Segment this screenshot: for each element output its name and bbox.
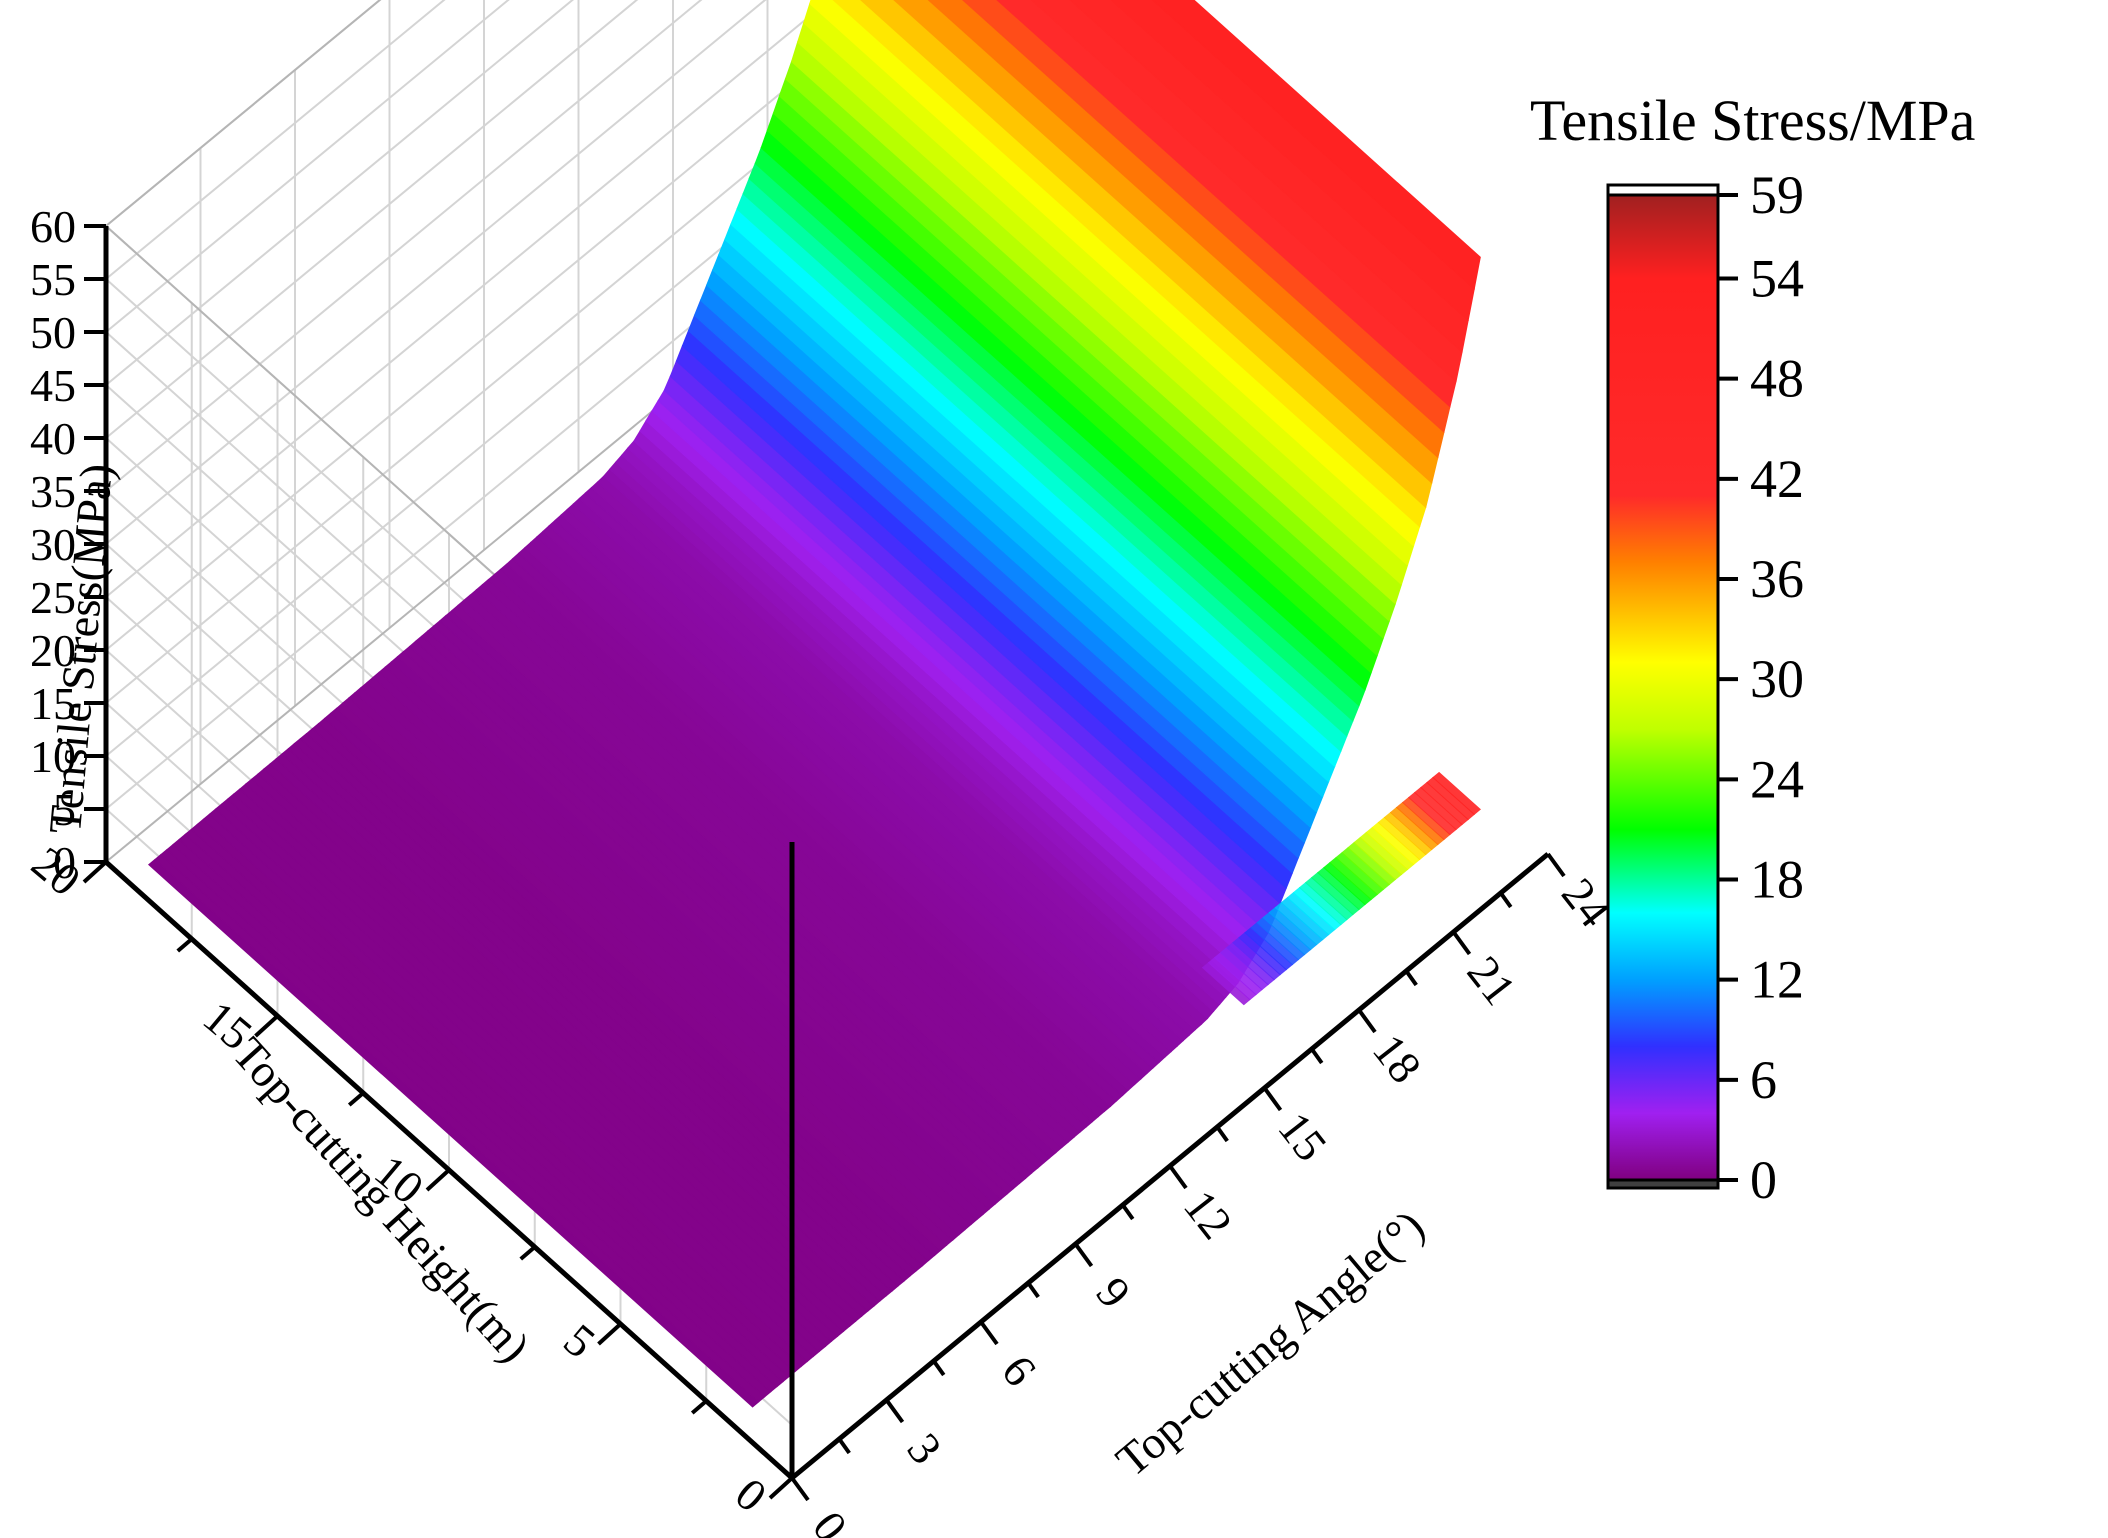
- z-tick-label: 35: [30, 466, 76, 517]
- x-minor-tick: [1310, 1047, 1324, 1065]
- surface-strip: [832, 0, 1427, 528]
- x-minor-tick: [932, 1359, 946, 1377]
- x-tick: [979, 1320, 999, 1346]
- z-tick-label: 50: [30, 307, 76, 358]
- surface-strip: [809, 0, 1421, 547]
- z-tick-label: 10: [30, 731, 76, 782]
- x-tick: [1168, 1164, 1188, 1190]
- z-tick-label: 25: [30, 572, 76, 623]
- x-tick-label: 6: [992, 1346, 1046, 1396]
- z-tick-label: 20: [30, 625, 76, 676]
- x-tick-label: 18: [1363, 1025, 1432, 1093]
- x-tick-label: 3: [898, 1424, 952, 1474]
- colorbar-tick-label: 42: [1750, 449, 1804, 509]
- x-tick: [1451, 930, 1472, 956]
- x-minor-tick: [1121, 1203, 1135, 1221]
- stress-surface: [147, 0, 1481, 1408]
- surface-strip: [962, 0, 1451, 434]
- floor-projection: [1432, 771, 1481, 816]
- y-tick-label: 0: [726, 1468, 776, 1522]
- surface-strip: [1151, 0, 1481, 290]
- z-tick-label: 30: [30, 519, 76, 570]
- surface-strip: [860, 0, 1433, 509]
- x-tick: [1546, 852, 1566, 878]
- surface-strip: [1030, 0, 1463, 383]
- z-tick-label: 0: [53, 837, 76, 888]
- x-tick: [1262, 1086, 1283, 1112]
- x-minor-tick: [837, 1437, 851, 1455]
- colorbar-tick-label: 54: [1750, 248, 1804, 308]
- x-tick-label: 21: [1457, 947, 1526, 1015]
- x-minor-tick: [1026, 1281, 1040, 1299]
- x-tick-label: 12: [1174, 1181, 1243, 1249]
- x-tick: [1357, 1008, 1377, 1034]
- surface-strip: [893, 0, 1439, 484]
- surface-strip: [1069, 0, 1469, 353]
- colorbar-tick-label: 6: [1750, 1050, 1777, 1110]
- z-tick-label: 5: [53, 784, 76, 835]
- colorbar-tick-label: 30: [1750, 649, 1804, 709]
- y-tick: [425, 1168, 451, 1192]
- colorbar-tick-label: 36: [1750, 549, 1804, 609]
- y-tick: [254, 1014, 279, 1038]
- x-tick: [884, 1398, 905, 1424]
- x-tick: [790, 1476, 810, 1502]
- wall-frame: [104, 0, 863, 843]
- z-tick-label: 15: [30, 678, 76, 729]
- y-minor-tick: [347, 1091, 365, 1107]
- surface-strip: [996, 0, 1457, 408]
- x-tick-label: 0: [803, 1502, 857, 1538]
- colorbar-tick-label: 24: [1750, 749, 1804, 809]
- y-tick: [597, 1322, 622, 1346]
- colorbar-tick-label: 18: [1750, 849, 1804, 909]
- y-minor-tick: [519, 1245, 537, 1261]
- z-tick-label: 45: [30, 360, 76, 411]
- y-tick-label: 20: [22, 837, 90, 906]
- x-tick-label: 15: [1268, 1103, 1337, 1171]
- colorbar: Tensile Stress/MPa 0 6 12 18 24 30 36 42 48 54 59: [1530, 88, 1975, 1210]
- y-minor-tick: [690, 1399, 708, 1415]
- colorbar-tick-label: 0: [1750, 1150, 1777, 1210]
- y-tick: [82, 860, 108, 884]
- x-minor-tick: [1499, 891, 1513, 909]
- surface-strip: [1110, 0, 1475, 322]
- colorbar-over-cap: [1606, 183, 1720, 197]
- x-axis-title: Top-cutting Angle(°): [1106, 1200, 1433, 1486]
- x-minor-tick: [1215, 1125, 1229, 1143]
- z-tick-label: 55: [30, 254, 76, 305]
- z-tick-label: 60: [30, 201, 76, 252]
- colorbar-tick-label: 12: [1750, 950, 1804, 1010]
- x-minor-tick: [1404, 969, 1418, 987]
- x-tick: [1073, 1242, 1094, 1268]
- colorbar-title: Tensile Stress/MPa: [1530, 88, 1975, 153]
- colorbar-under-cap: [1606, 1178, 1720, 1190]
- y-tick-label: 5: [554, 1314, 604, 1368]
- z-tick-label: 40: [30, 413, 76, 464]
- colorbar-scale: [1606, 193, 1720, 1182]
- x-tick-label: 9: [1087, 1268, 1141, 1318]
- y-minor-tick: [176, 937, 194, 953]
- colorbar-tick-label: 48: [1750, 349, 1804, 409]
- y-tick: [768, 1476, 794, 1500]
- surface-strip: [927, 0, 1445, 459]
- colorbar-tick-label: 59: [1750, 165, 1804, 225]
